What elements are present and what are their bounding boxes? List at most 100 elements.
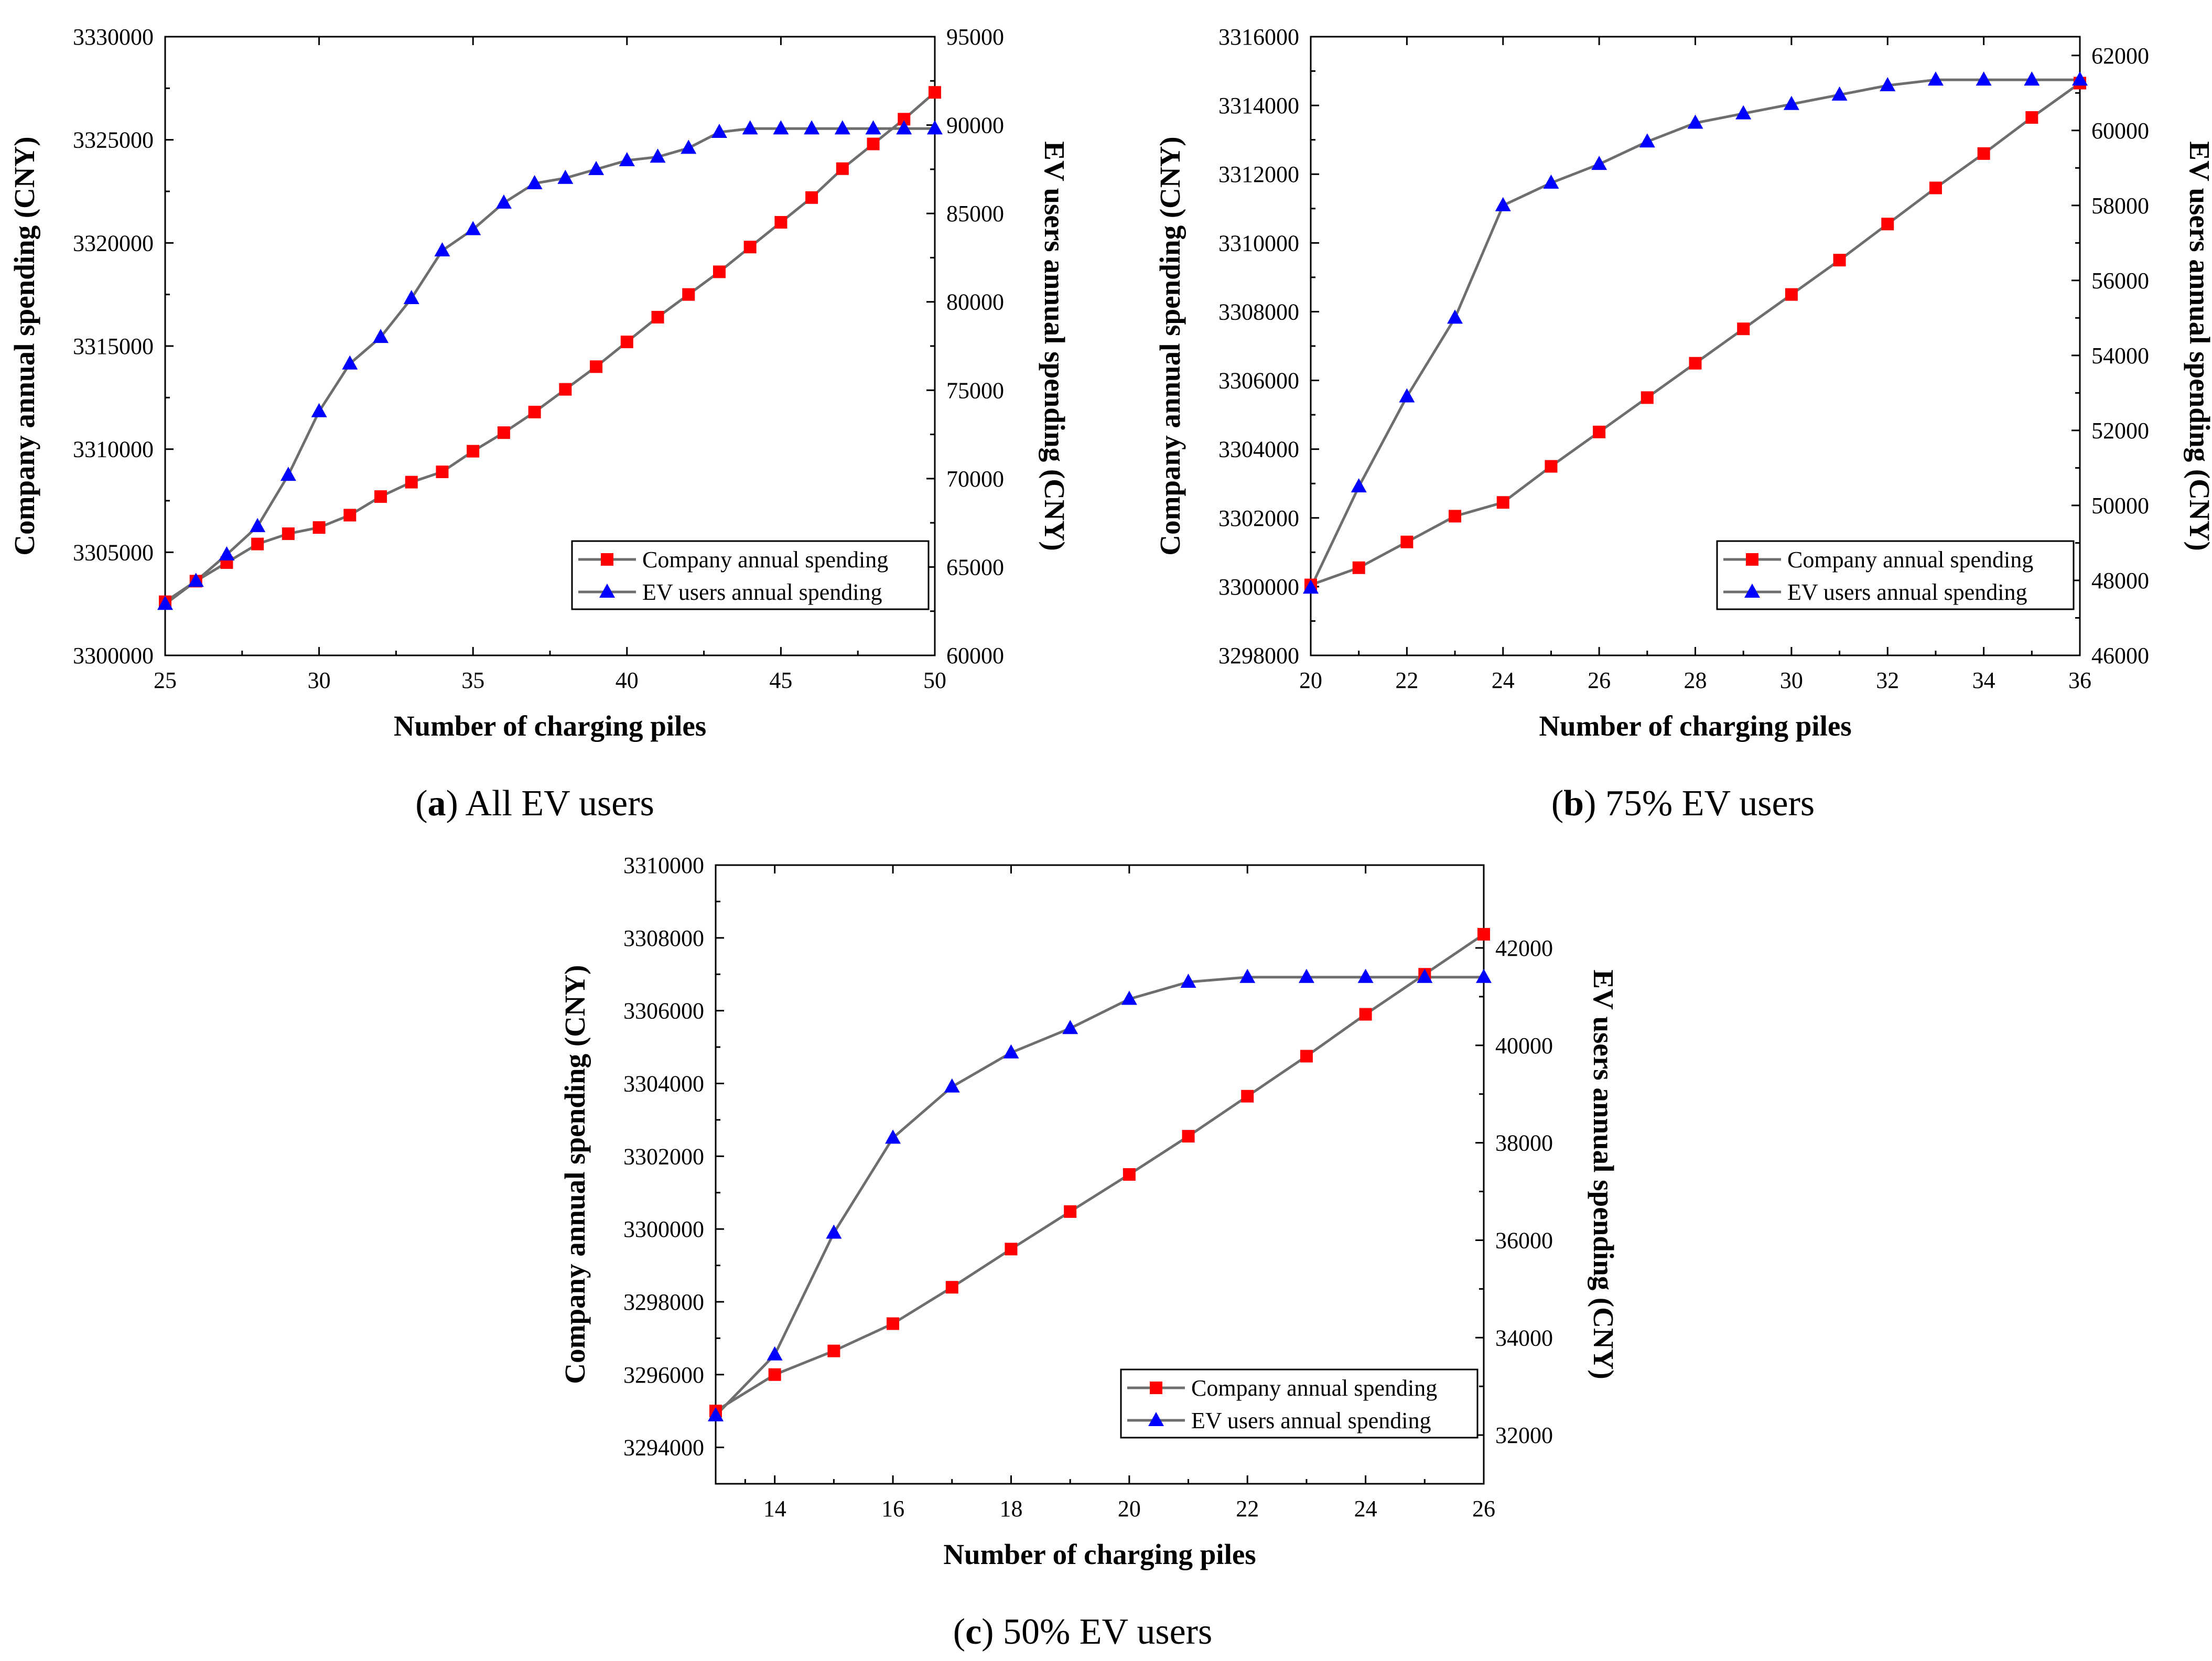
y-right-tick-label: 90000	[946, 113, 1004, 138]
legend-triangle-icon	[1148, 1412, 1164, 1426]
chart-panel-c: 14 16 18 20 22 24 26 3294000 3296000 3298000 33000…	[559, 853, 1620, 1652]
company-spending-point	[1785, 288, 1798, 301]
company-spending-point	[559, 383, 572, 396]
ev-users-spending-point	[188, 573, 204, 587]
company-spending-point	[590, 360, 603, 373]
company-spending-point	[929, 86, 941, 99]
x-axis-title: Number of charging piles	[394, 710, 706, 742]
caption-letter: b	[1563, 783, 1584, 824]
y-right-tick-label: 42000	[1495, 935, 1553, 961]
x-tick-label: 16	[881, 1496, 904, 1522]
ev-users-spending-point	[650, 148, 666, 163]
y-right-tick-label: 95000	[946, 24, 1004, 50]
y-left-tick-label: 3296000	[623, 1362, 704, 1388]
y-left-tick-label: 3306000	[623, 998, 704, 1024]
ev-users-spending-point	[619, 152, 635, 166]
company-spending-point	[251, 537, 264, 551]
x-tick-label: 26	[1588, 667, 1611, 693]
x-tick-label: 28	[1684, 667, 1707, 693]
company-spending-point	[1359, 1008, 1372, 1021]
company-spending-point	[1496, 496, 1509, 509]
legend-square-icon	[601, 553, 613, 566]
ev-users-spending-point	[1298, 968, 1314, 983]
x-tick-label: 20	[1118, 1496, 1141, 1522]
company-spending-point	[743, 241, 757, 254]
y-left-tick-label: 3314000	[1218, 93, 1299, 118]
ev-users-spending-point	[219, 546, 235, 560]
ev-users-spending-point	[708, 1407, 724, 1421]
x-tick-label: 24	[1492, 667, 1515, 693]
y-left-tick-label: 3325000	[73, 127, 154, 153]
y-right-axis-title: EV users annual spending (CNY)	[2184, 141, 2212, 551]
ev-users-spending-point	[157, 596, 173, 610]
ev-users-spending-point	[1543, 174, 1559, 189]
ev-users-spending-point	[1351, 478, 1367, 493]
company-spending-point	[887, 1317, 900, 1330]
company-spending-point	[1477, 927, 1490, 941]
ev-users-spending-point	[250, 517, 266, 532]
company-spending-point	[713, 265, 726, 278]
x-tick-label: 36	[2068, 667, 2091, 693]
ev-users-spending-point	[1417, 968, 1433, 983]
ev-users-spending-point	[804, 120, 820, 135]
y-right-tick-label: 58000	[2091, 193, 2149, 219]
company-spending-point	[1449, 510, 1462, 523]
caption-close-paren: )	[981, 1612, 994, 1652]
company-spending-point	[1005, 1243, 1018, 1256]
x-tick-label: 50	[923, 667, 946, 693]
caption-open-paren: (	[415, 783, 427, 824]
legend-label: Company annual spending	[642, 547, 888, 573]
legend-box	[1120, 1368, 1479, 1439]
company-spending-point	[343, 509, 357, 522]
company-spending-point	[620, 336, 633, 349]
y-left-tick-label: 3330000	[73, 24, 154, 50]
ev-users-spending-point	[1783, 95, 1799, 110]
legend-box	[1716, 540, 2075, 610]
ev-users-spending-point	[526, 175, 543, 189]
company-spending-point	[1737, 322, 1750, 336]
company-spending-point	[2025, 111, 2038, 124]
x-tick-label: 24	[1354, 1496, 1377, 1522]
ev-users-spending-point	[742, 120, 758, 135]
legend-label: EV users annual spending	[1787, 579, 2027, 605]
x-tick-label: 18	[999, 1496, 1022, 1522]
x-tick-label: 35	[461, 667, 484, 693]
y-left-tick-label: 3302000	[623, 1144, 704, 1169]
legend: Company annual spending EV users annual s…	[1716, 540, 2075, 610]
company-spending-point	[1182, 1130, 1195, 1143]
y-right-tick-label: 36000	[1495, 1227, 1553, 1253]
y-left-tick-label: 3298000	[1218, 643, 1299, 668]
caption-text: 75% EV users	[1596, 783, 1815, 824]
x-tick-label: 30	[1780, 667, 1803, 693]
x-tick-label: 40	[616, 667, 639, 693]
legend-square-icon	[1746, 553, 1758, 566]
ev-users-spending-point	[1976, 71, 1992, 86]
company-spending-point	[1352, 561, 1365, 574]
ev-users-spending-point	[2072, 71, 2088, 86]
ev-users-spending-point	[403, 289, 419, 304]
y-right-tick-label: 75000	[946, 378, 1004, 403]
ev-users-spending-point	[557, 169, 574, 184]
y-right-tick-label: 40000	[1495, 1033, 1553, 1059]
y-left-tick-label: 3312000	[1218, 161, 1299, 187]
x-tick-label: 34	[1972, 667, 1995, 693]
y-left-tick-label: 3302000	[1218, 505, 1299, 531]
company-spending-point	[1977, 147, 1990, 160]
series-line-company	[715, 933, 1485, 1412]
ev-users-spending-point	[1880, 77, 1896, 91]
ev-users-spending-point	[1735, 105, 1752, 120]
ev-users-spending-point	[1239, 968, 1256, 983]
y-right-axis-title: EV users annual spending (CNY)	[1588, 969, 1620, 1379]
chart-panel-b: 20 22 24 26 28 30 32 34 36 3298000 3300000 3302000 3…	[1154, 24, 2212, 824]
company-spending-point	[405, 476, 418, 489]
y-right-tick-label: 54000	[2091, 343, 2149, 369]
company-spending-point	[1929, 181, 1942, 195]
legend-label: Company annual spending	[1191, 1375, 1437, 1401]
caption-close-paren: )	[1584, 783, 1596, 824]
y-right-axis-title: EV users annual spending (CNY)	[1039, 141, 1071, 551]
company-spending-point	[1545, 460, 1558, 473]
y-right-tick-label: 34000	[1495, 1325, 1553, 1351]
ev-users-spending-point	[767, 1346, 783, 1361]
x-tick-label: 26	[1472, 1496, 1495, 1522]
ev-users-spending-point	[711, 124, 727, 138]
